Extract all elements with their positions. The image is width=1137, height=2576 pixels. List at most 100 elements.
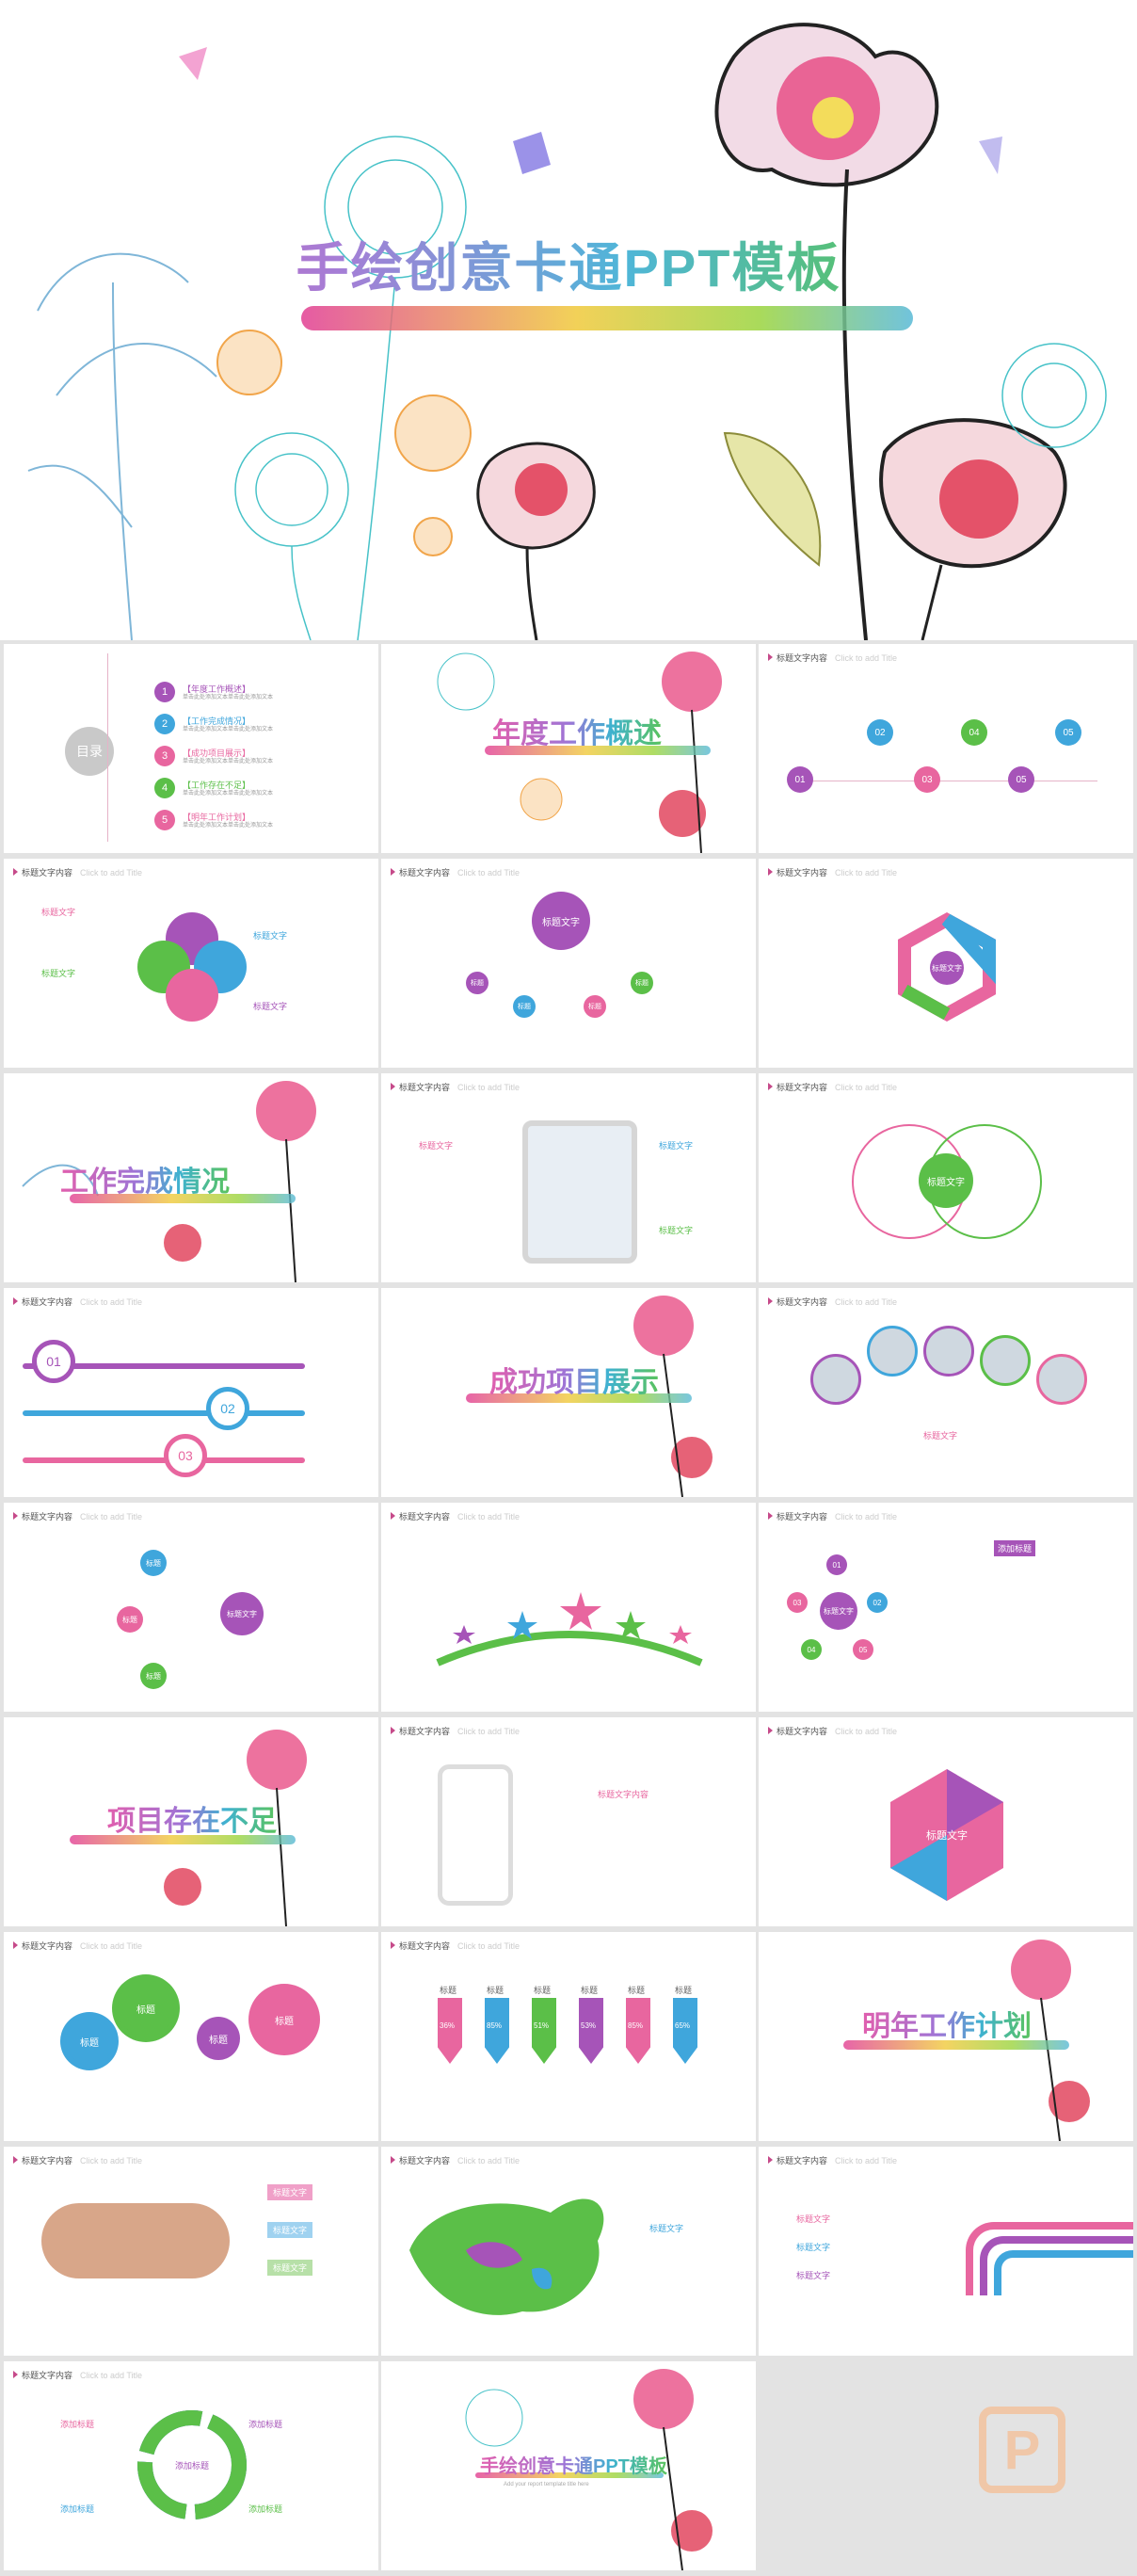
num-circle: 01 — [826, 1554, 847, 1575]
label: 标题文字 — [796, 2271, 831, 2280]
center-label: 标题文字 — [930, 951, 964, 985]
slide-section-shortfall[interactable]: 项目存在不足 — [4, 1717, 378, 1926]
toc-label[interactable]: 【成功项目展示】 — [183, 749, 251, 758]
center-circle: 标题文字 — [532, 892, 590, 950]
toc-desc: 单击此处添加文本单击此处添加文本 — [183, 791, 274, 797]
title-brush — [70, 1194, 296, 1203]
tag: 添加标题 — [994, 1540, 1036, 1556]
slide-header: 标题文字内容 Click to add Title — [13, 1940, 142, 1952]
label: 标题文字 — [659, 1141, 694, 1151]
node: 标题 — [140, 1663, 167, 1689]
percent-label: 85% — [628, 2021, 644, 2030]
toc-label[interactable]: 【年度工作概述】 — [183, 684, 251, 694]
slide-tree[interactable]: 标题文字内容 Click to add Title 标题文字 标题 标题 标题 标… — [381, 859, 756, 1068]
slide-process-numbers[interactable]: 标题文字内容 Click to add Title 01 02 03 04 05 … — [759, 644, 1133, 853]
slide-percent-arrows[interactable]: 标题文字内容 Click to add Title 36% 标题 85% 标题 51% 标题… — [381, 1932, 756, 2141]
slide-hexagon[interactable]: 标题文字内容 Click to add Title 标题文字 — [759, 1717, 1133, 1926]
arrow-title: 标题 — [440, 1986, 457, 1995]
slide-photo-circles[interactable]: 标题文字内容 Click to add Title 标题文字 — [759, 1288, 1133, 1497]
slide-stars[interactable]: 标题文字内容 Click to add Title — [381, 1503, 756, 1712]
hand-image — [41, 2203, 230, 2278]
flower-illustration — [1011, 1940, 1090, 2141]
gear: 标题 — [248, 1984, 320, 2055]
slide-header: 标题文字内容 Click to add Title — [391, 1081, 520, 1093]
section-title: 明年工作计划 — [862, 2003, 1032, 2044]
num-circle: 02 — [206, 1387, 249, 1430]
slide-header: 标题文字内容 Click to add Title — [391, 1940, 520, 1952]
label: 标题文字 — [923, 1431, 958, 1441]
hero-title: 手绘创意卡通PPT模板 — [0, 226, 1137, 302]
node: 标题 — [466, 972, 488, 994]
tablet-image — [522, 1120, 637, 1264]
gear: 标题 — [60, 2012, 119, 2070]
toc-label[interactable]: 【明年工作计划】 — [183, 813, 251, 822]
toc-desc: 单击此处添加文本单击此处添加文本 — [183, 727, 274, 733]
slide-phone[interactable]: 标题文字内容 Click to add Title 标题文字内容 — [381, 1717, 756, 1926]
node: 标题 — [513, 995, 536, 1018]
percent-label: 51% — [534, 2021, 550, 2030]
num-circle: 05 — [1055, 719, 1081, 746]
hexagon-ring — [898, 911, 996, 1022]
num-circle: 04 — [801, 1639, 822, 1660]
node: 标题 — [117, 1606, 143, 1633]
ribbon-line — [23, 1410, 305, 1416]
label: 标题文字 — [419, 1141, 454, 1151]
slide-hexagon-ring[interactable]: 标题文字内容 Click to add Title 标题文字 — [759, 859, 1133, 1068]
slide-hand[interactable]: 标题文字内容 Click to add Title 标题文字 标题文字 标题文字 — [4, 2147, 378, 2356]
percent-label: 85% — [487, 2021, 503, 2030]
slide-pipes[interactable]: 标题文字内容 Click to add Title 标题文字 标题文字 标题文字 — [759, 2147, 1133, 2356]
slide-section-success[interactable]: 成功项目展示 — [381, 1288, 756, 1497]
slide-tablet[interactable]: 标题文字内容 Click to add Title 标题文字 标题文字 标题文字 — [381, 1073, 756, 1282]
slide-section-annual[interactable]: 年度工作概述 — [381, 644, 756, 853]
slide-gears[interactable]: 标题文字内容 Click to add Title 标题 标题 标题 标题 — [4, 1932, 378, 2141]
slide-clover[interactable]: 标题文字内容 Click to add Title 标题文字 标题文字 标题文字 … — [4, 859, 378, 1068]
slide-map[interactable]: 标题文字内容 Click to add Title 标题文字 — [381, 2147, 756, 2356]
slide-closing[interactable]: 手绘创意卡通PPT模板 Add your report template tit… — [381, 2361, 756, 2570]
title-brush — [485, 746, 711, 755]
slide-section-completion[interactable]: 工作完成情况 — [4, 1073, 378, 1282]
photo — [923, 1326, 974, 1377]
num-circle: 01 — [787, 766, 813, 793]
slide-header: 标题文字内容 Click to add Title — [768, 652, 897, 664]
center-circle: 标题文字 — [919, 1153, 973, 1208]
slide-header: 标题文字内容 Click to add Title — [13, 2369, 142, 2381]
hero-slide[interactable]: 手绘创意卡通PPT模板 — [0, 0, 1137, 640]
clover-diagram — [137, 912, 247, 1022]
title-brush — [475, 2472, 664, 2478]
label: 标题文字 — [253, 1002, 288, 1011]
pipe — [994, 2250, 1133, 2295]
slide-arrows[interactable]: 标题文字内容 Click to add Title 标题 标题 标题 标题文字 — [4, 1503, 378, 1712]
photo — [810, 1354, 861, 1405]
slide-header: 标题文字内容 Click to add Title — [768, 866, 897, 878]
node: 标题 — [631, 972, 653, 994]
slide-venn[interactable]: 标题文字内容 Click to add Title 标题文字 — [759, 1073, 1133, 1282]
hexagon-diagram — [890, 1769, 1003, 1901]
slide-header: 标题文字内容 Click to add Title — [768, 1510, 897, 1522]
arrow-title: 标题 — [487, 1986, 504, 1995]
num-circle: 05 — [1008, 766, 1034, 793]
label: 添加标题 — [248, 2504, 283, 2514]
num-circle: 02 — [867, 1592, 888, 1613]
slide-toc[interactable]: 目录 1 【年度工作概述】 单击此处添加文本单击此处添加文本 2 【工作完成情况】 单击此… — [4, 644, 378, 853]
num-circle: 03 — [164, 1434, 207, 1477]
toc-label[interactable]: 【工作完成情况】 — [183, 716, 251, 726]
percent-arrow — [438, 1998, 462, 2064]
slide-cycle[interactable]: 标题文字内容 Click to add Title 添加标题 添加标题 添加标题 … — [4, 2361, 378, 2570]
slide-header: 标题文字内容 Click to add Title — [13, 2154, 142, 2166]
slide-ribbon[interactable]: 标题文字内容 Click to add Title 01 02 03 — [4, 1288, 378, 1497]
num-circle: 04 — [961, 719, 987, 746]
slide-header: 标题文字内容 Click to add Title — [391, 2154, 520, 2166]
num-circle: 01 — [32, 1340, 75, 1383]
toc-desc: 单击此处添加文本单击此处添加文本 — [183, 759, 274, 765]
center-circle: 标题文字 — [220, 1592, 264, 1635]
arrow-title: 标题 — [581, 1986, 599, 1995]
toc-desc: 单击此处添加文本单击此处添加文本 — [183, 823, 274, 829]
slide-section-plan[interactable]: 明年工作计划 — [759, 1932, 1133, 2141]
toc-line — [107, 653, 108, 842]
slide-hub-numbers[interactable]: 标题文字内容 Click to add Title 标题文字 01 02 03 0… — [759, 1503, 1133, 1712]
slide-header: 标题文字内容 Click to add Title — [391, 866, 520, 878]
num-circle: 05 — [853, 1639, 873, 1660]
toc-label[interactable]: 【工作存在不足】 — [183, 781, 251, 790]
flower-illustration — [633, 1296, 713, 1497]
label: 标题文字 — [659, 1226, 694, 1235]
